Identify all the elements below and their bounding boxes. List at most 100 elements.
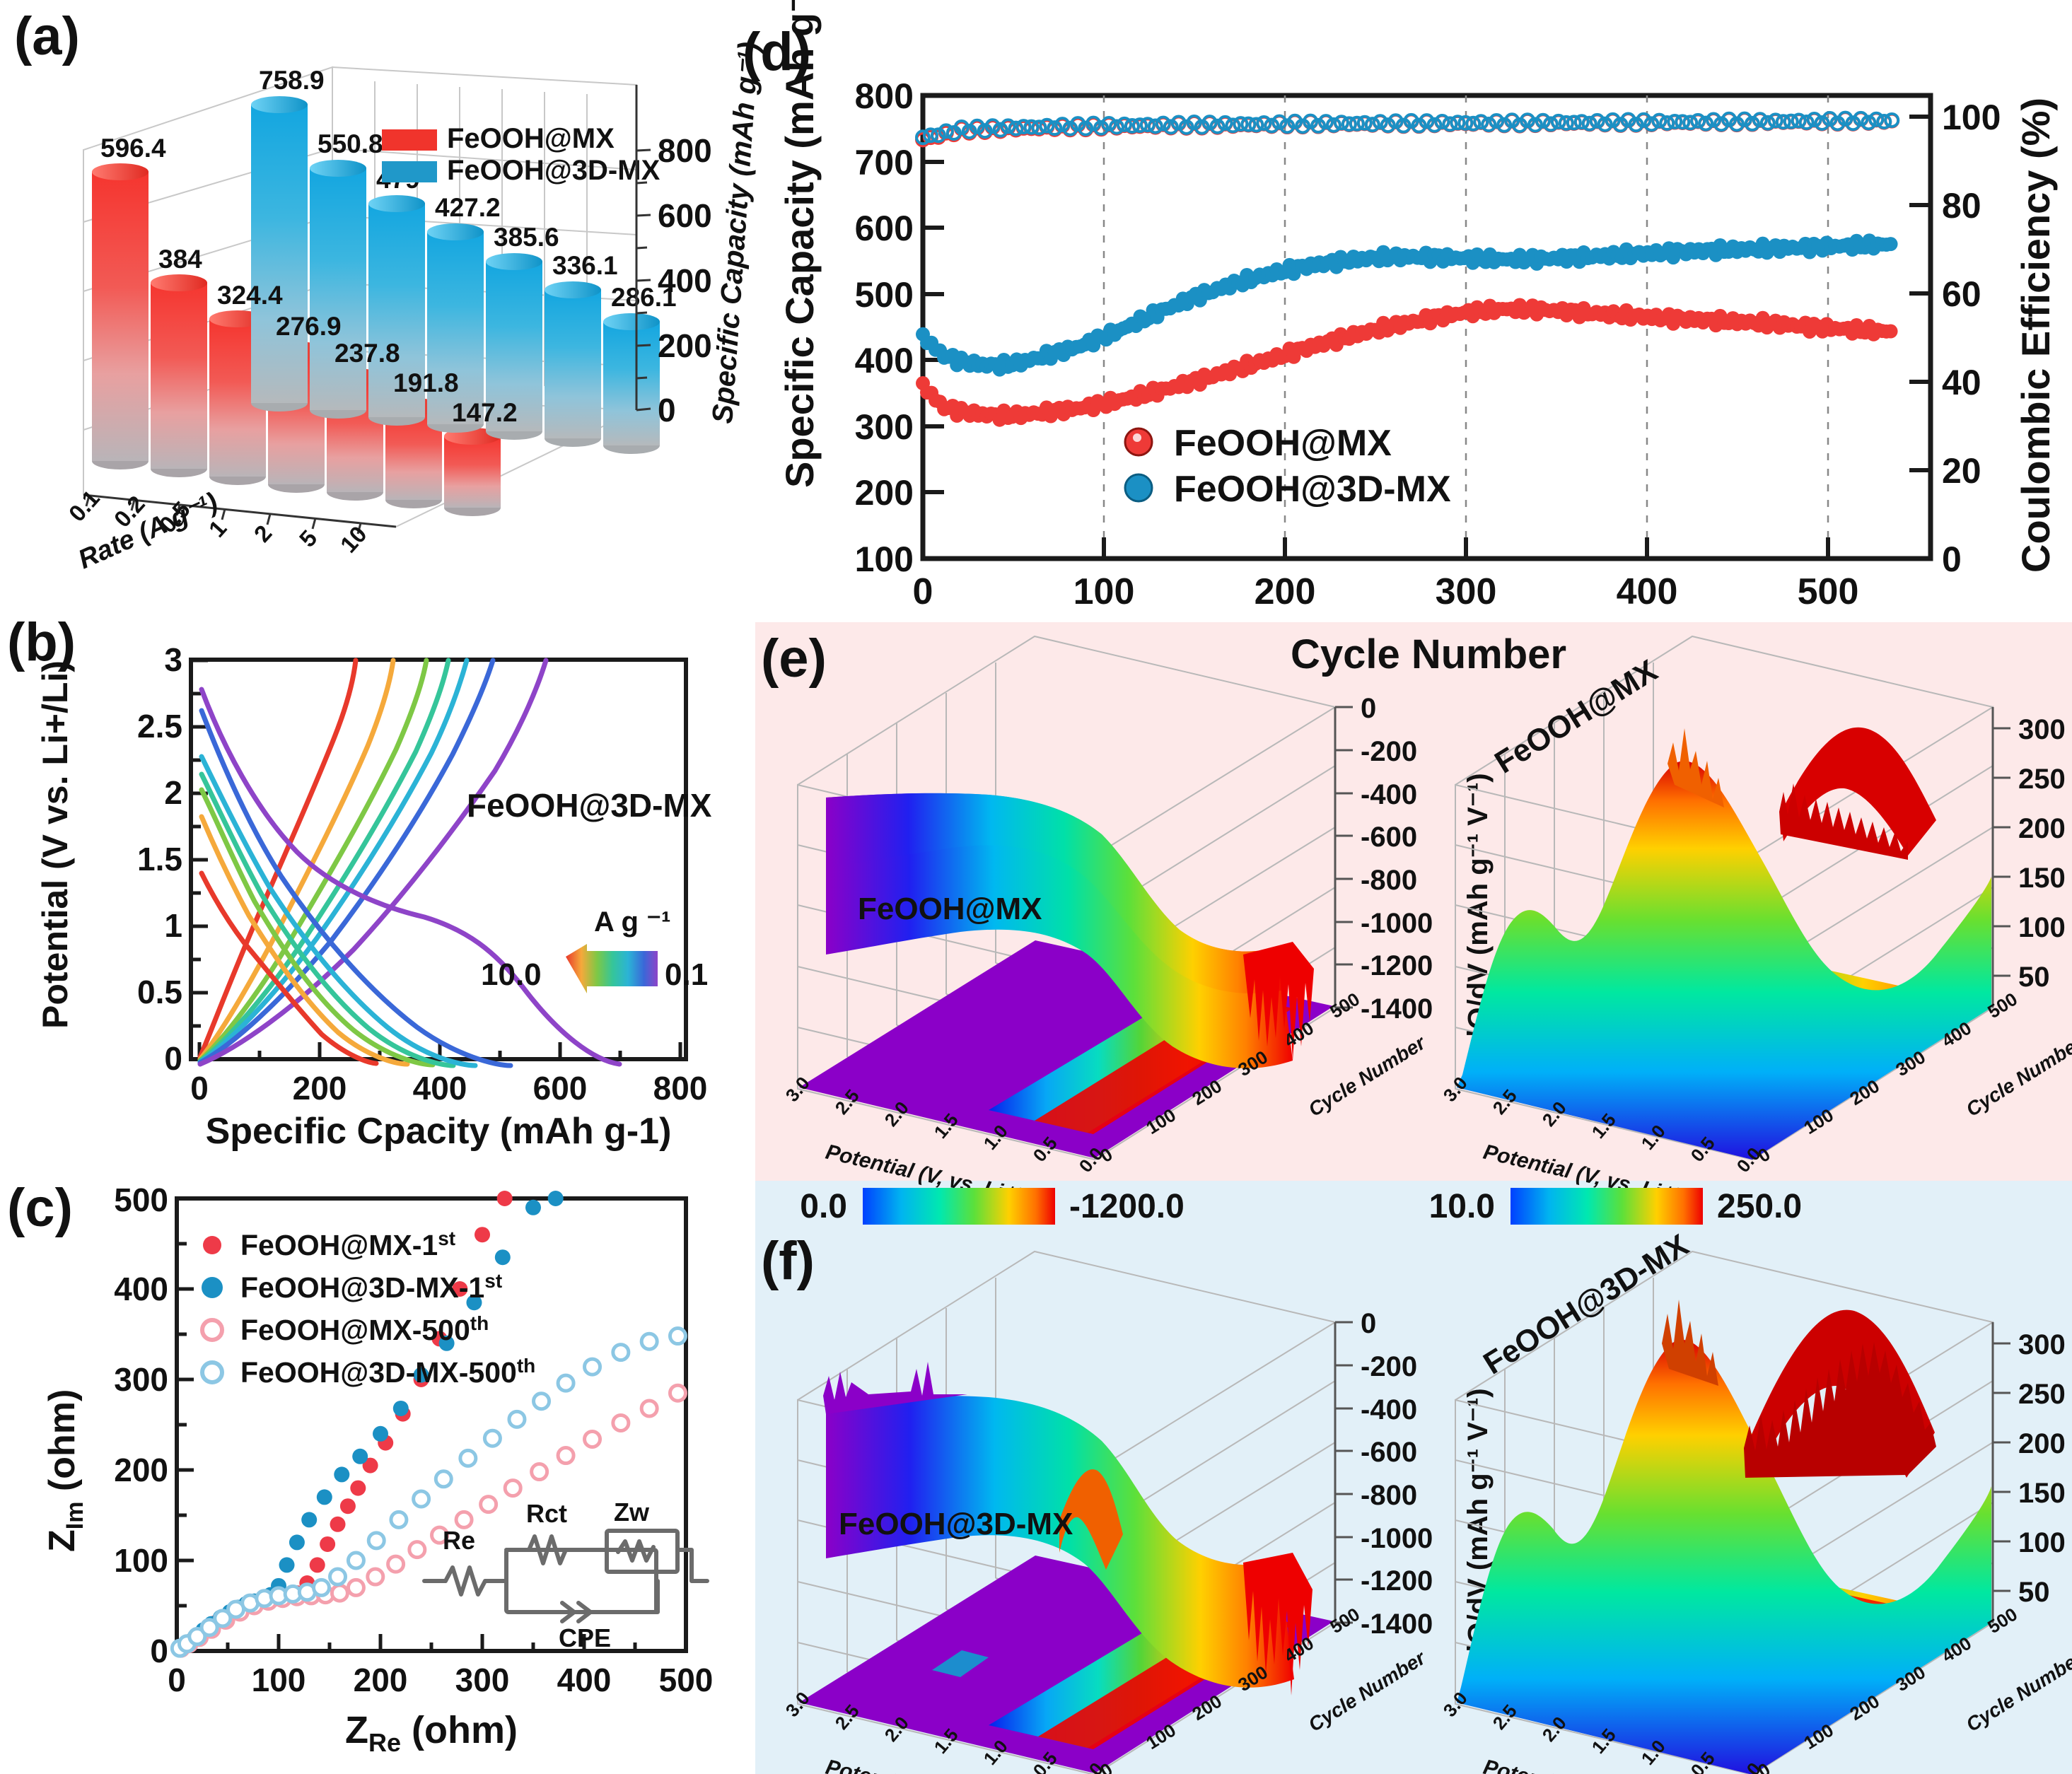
cycling-point xyxy=(1791,112,1807,129)
nyquist-point xyxy=(547,1191,564,1206)
cycling-point xyxy=(1062,120,1078,136)
panel-f-right-y-title: Cycle Number xyxy=(1962,1646,2072,1736)
cycling-point xyxy=(1868,111,1885,127)
cycling-point xyxy=(1155,115,1171,132)
cycling-point xyxy=(1489,112,1505,129)
nyquist-point xyxy=(328,1567,348,1587)
cycling-point xyxy=(1450,115,1466,131)
colorbar-left-min: 0.0 xyxy=(800,1188,847,1225)
cycling-point xyxy=(1542,116,1559,132)
cycling-point xyxy=(1419,113,1435,129)
cycling-point xyxy=(1736,111,1752,127)
svg-text:1: 1 xyxy=(164,907,182,944)
svg-text:Re: Re xyxy=(443,1526,475,1555)
svg-text:500: 500 xyxy=(1798,571,1859,612)
svg-text:250: 250 xyxy=(2018,764,2066,795)
panel-d: (d) 100 200 300 400 500 600 700 800 xyxy=(721,0,2072,677)
nyquist-point xyxy=(583,1357,603,1377)
cycling-point xyxy=(1047,120,1063,136)
cycling-point xyxy=(1349,115,1365,132)
panel-c-label: (c) xyxy=(7,1178,73,1238)
svg-text:3.0: 3.0 xyxy=(781,1688,814,1721)
colorbar-title: A g ⁻¹ xyxy=(594,906,671,938)
cycling-point xyxy=(1380,117,1396,134)
nyquist-point xyxy=(311,1577,331,1597)
nyquist-point xyxy=(639,1399,659,1418)
legend-c-0: FeOOH@MX-1 xyxy=(240,1229,438,1261)
cycling-point xyxy=(1325,117,1341,133)
panel-f-3d-surfaces: 0 -200 -400 -600 -800 -1000 -1200 -1400 … xyxy=(781,1227,2072,1774)
cycling-point xyxy=(1822,111,1838,127)
cycling-point xyxy=(1039,117,1055,134)
cycling-point xyxy=(1256,115,1272,131)
panel-e: (e) xyxy=(755,622,2072,1213)
svg-text:Rct: Rct xyxy=(526,1499,567,1528)
panel-f-label: (f) xyxy=(761,1231,815,1291)
svg-text:0.5: 0.5 xyxy=(137,974,182,1010)
panel-d-x-axis-title: Cycle Number xyxy=(1291,631,1566,677)
nyquist-point xyxy=(496,1191,513,1206)
cycling-point xyxy=(1287,113,1303,129)
svg-text:3: 3 xyxy=(164,641,182,678)
panel-e-left-annotation: FeOOH@MX xyxy=(858,892,1042,926)
cycling-point xyxy=(1628,117,1644,133)
cycling-point xyxy=(1139,117,1156,133)
cycling-point xyxy=(1364,117,1380,133)
nyquist-point xyxy=(611,1343,631,1362)
svg-text:0.1: 0.1 xyxy=(64,485,105,527)
panel-f-left-annotation: FeOOH@3D-MX xyxy=(839,1507,1073,1541)
svg-text:0: 0 xyxy=(164,1040,182,1077)
cycling-point xyxy=(1605,112,1621,128)
cycling-point xyxy=(930,127,946,144)
svg-text:800: 800 xyxy=(653,1070,708,1107)
cycling-point xyxy=(1070,116,1086,132)
svg-text:147.2: 147.2 xyxy=(452,398,518,427)
cycling-point xyxy=(1566,115,1582,131)
svg-text:FeOOH@MX-500th: FeOOH@MX-500th xyxy=(240,1312,489,1346)
cycling-point xyxy=(1240,116,1257,132)
svg-text:336.1: 336.1 xyxy=(552,251,618,280)
panel-d-y2-axis-title: Coulombic Efficiency (%) xyxy=(2013,98,2058,573)
charge-curves xyxy=(197,658,549,1067)
nyquist-point xyxy=(392,1400,409,1416)
svg-text:200: 200 xyxy=(114,1452,168,1488)
cycling-point xyxy=(1814,115,1830,132)
cycling-point xyxy=(1883,324,1898,339)
nyquist-point xyxy=(482,1428,502,1448)
svg-text:FeOOH@MX-1st: FeOOH@MX-1st xyxy=(240,1227,455,1261)
svg-text:400: 400 xyxy=(1617,571,1678,612)
svg-text:-400: -400 xyxy=(1361,1394,1417,1425)
cycling-point xyxy=(984,118,1001,134)
nyquist-point xyxy=(466,1295,482,1311)
svg-text:400: 400 xyxy=(114,1271,168,1307)
svg-text:50: 50 xyxy=(2018,1577,2050,1608)
nyquist-point xyxy=(479,1495,499,1515)
cycling-point xyxy=(1884,112,1900,128)
svg-text:800: 800 xyxy=(855,76,914,116)
svg-text:596.4: 596.4 xyxy=(100,134,166,163)
cycling-point xyxy=(969,118,985,134)
panel-f: (f) xyxy=(755,1216,2072,1774)
nyquist-point xyxy=(668,1383,687,1403)
cycling-point xyxy=(1643,116,1660,132)
svg-text:150: 150 xyxy=(2018,1478,2066,1509)
svg-text:-1000: -1000 xyxy=(1361,908,1433,939)
cycling-point xyxy=(1147,118,1163,134)
svg-text:500: 500 xyxy=(659,1662,714,1698)
svg-text:384: 384 xyxy=(158,245,202,274)
svg-text:0: 0 xyxy=(1361,693,1376,724)
nyquist-point xyxy=(413,1367,429,1383)
svg-text:191.8: 191.8 xyxy=(393,368,459,397)
nyquist-point xyxy=(389,1510,409,1529)
svg-text:3.0: 3.0 xyxy=(781,1073,814,1106)
nyquist-point xyxy=(430,1525,450,1545)
legend-c-1: FeOOH@3D-MX-1 xyxy=(240,1271,484,1304)
svg-text:2.5: 2.5 xyxy=(137,708,182,745)
panel-b-rate-colorbar: A g ⁻¹ 10.0 0.1 xyxy=(481,906,708,993)
cycling-point xyxy=(1806,112,1822,128)
cycling-point xyxy=(1767,112,1783,129)
svg-text:385.6: 385.6 xyxy=(494,223,559,252)
panel-f-left-y-title: Cycle Number xyxy=(1305,1646,1431,1736)
cycling-point xyxy=(1581,115,1597,132)
svg-text:200: 200 xyxy=(293,1070,347,1107)
